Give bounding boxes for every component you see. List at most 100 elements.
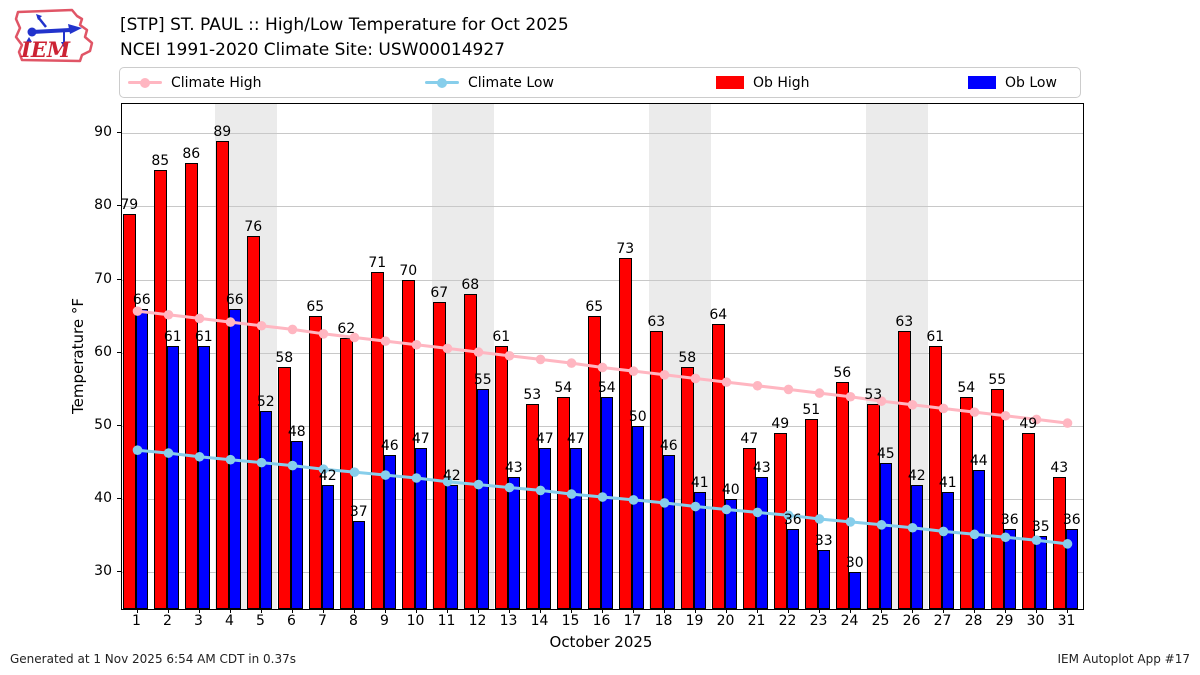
climate-high-marker (1031, 414, 1042, 425)
ob-high-bar (557, 396, 570, 609)
bar-value-label: 36 (1062, 511, 1081, 528)
climate-low-marker (225, 454, 236, 465)
y-tick-mark (117, 425, 121, 427)
climate-low-marker (597, 492, 608, 502)
chart-title: [STP] ST. PAUL :: High/Low Temperature f… (120, 13, 569, 63)
climate-high-marker (969, 407, 980, 417)
x-tick-mark (787, 609, 789, 613)
x-tick-label: 12 (468, 613, 487, 629)
x-tick-label: 19 (685, 613, 704, 629)
bar-value-label: 63 (895, 313, 914, 330)
ob-low-bar (786, 528, 799, 609)
x-tick-label: 14 (530, 613, 549, 629)
climate-low-marker (628, 495, 639, 505)
climate-low-marker (690, 501, 701, 512)
climate-high-marker (876, 396, 887, 406)
x-tick-mark (167, 609, 169, 613)
ob-high-bar (712, 323, 725, 609)
climate-low-marker (504, 482, 515, 493)
bar-value-label: 67 (430, 284, 449, 301)
bar-value-label: 33 (814, 533, 833, 550)
x-tick-label: 7 (318, 613, 327, 629)
bar-value-label: 71 (368, 255, 387, 272)
ob-low-patch-icon (968, 76, 996, 89)
ob-low-bar (197, 345, 210, 609)
x-tick-label: 27 (933, 613, 952, 629)
climate-low-line-icon (425, 77, 459, 89)
climate-high-marker (535, 354, 546, 365)
x-tick-mark (663, 609, 665, 613)
bar-value-label: 42 (318, 467, 337, 484)
bar-value-label: 55 (473, 372, 492, 389)
y-gridline (122, 352, 1083, 354)
x-tick-label: 26 (902, 613, 921, 629)
ob-high-bar (216, 140, 229, 609)
climate-low-marker (442, 476, 453, 487)
ob-low-bar (910, 484, 923, 609)
x-tick-mark (601, 609, 603, 613)
bar-value-label: 70 (399, 262, 418, 279)
climate-low-marker (473, 479, 484, 490)
bar-value-label: 66 (132, 291, 151, 308)
x-tick-mark (446, 609, 448, 613)
y-tick-mark (117, 205, 121, 207)
x-tick-label: 29 (995, 613, 1014, 629)
bar-value-label: 54 (957, 379, 976, 396)
x-axis-label: October 2025 (549, 633, 653, 651)
x-tick-label: 4 (225, 613, 234, 629)
y-tick-mark (117, 571, 121, 573)
climate-low-marker (1062, 539, 1073, 549)
climate-low-marker (256, 457, 267, 468)
bar-value-label: 46 (380, 438, 399, 455)
ob-high-bar (991, 389, 1004, 609)
x-tick-mark (198, 609, 200, 613)
x-tick-label: 25 (871, 613, 890, 629)
ob-high-bar (278, 367, 291, 609)
ob-high-bar (247, 235, 260, 609)
climate-low-marker (1000, 532, 1011, 543)
ob-low-bar (290, 440, 303, 609)
ob-low-bar (972, 469, 985, 609)
bar-value-label: 47 (740, 431, 759, 447)
x-tick-label: 22 (778, 613, 797, 629)
ob-low-bar (321, 484, 334, 609)
x-tick-label: 5 (256, 613, 265, 629)
bar-value-label: 41 (938, 474, 957, 491)
climate-high-marker (256, 320, 267, 331)
bar-value-label: 37 (349, 504, 368, 521)
bar-value-label: 49 (1019, 416, 1038, 433)
ob-low-bar (724, 499, 737, 609)
bar-value-label: 52 (256, 394, 275, 411)
climate-high-marker (597, 362, 608, 373)
iowa-outline-icon (14, 8, 94, 63)
ob-low-bar (631, 426, 644, 609)
ob-low-bar (166, 345, 179, 609)
bar-value-label: 62 (337, 321, 356, 338)
ob-high-bar (433, 301, 446, 609)
climate-high-marker (938, 403, 949, 414)
weather-vane-icon (26, 14, 82, 48)
legend-label: Ob High (753, 74, 810, 91)
ob-high-bar (402, 279, 415, 609)
ob-high-bar (619, 257, 632, 609)
climate-high-marker (628, 366, 639, 376)
climate-low-marker (938, 526, 949, 537)
climate-low-marker (783, 510, 794, 521)
x-tick-mark (353, 609, 355, 613)
climate-high-marker (690, 373, 701, 384)
x-tick-mark (880, 609, 882, 613)
climate-high-marker (287, 324, 298, 335)
climate-high-marker (349, 332, 360, 343)
ob-low-bar (879, 462, 892, 609)
x-tick-label: 16 (592, 613, 611, 629)
y-tick-label: 70 (94, 270, 112, 287)
y-gridline (122, 206, 1083, 208)
ob-high-bar (1022, 433, 1035, 609)
bar-value-label: 66 (225, 291, 244, 308)
legend-item-ob-low: Ob Low (968, 68, 1057, 97)
bar-value-label: 58 (275, 350, 294, 367)
ob-high-bar (154, 169, 167, 609)
climate-high-marker (783, 384, 794, 395)
ob-low-bar (662, 455, 675, 609)
x-tick-mark (229, 609, 231, 613)
